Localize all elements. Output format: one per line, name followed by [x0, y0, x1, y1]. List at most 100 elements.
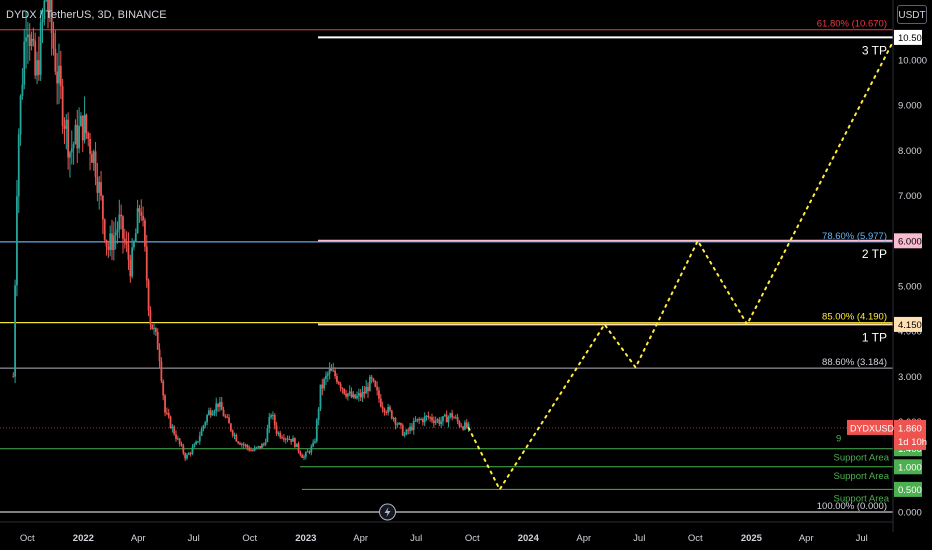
candle-body — [206, 415, 208, 423]
candle-body — [167, 412, 170, 417]
price-axis: 0.0001.0002.0003.0004.0005.0006.0007.000… — [847, 0, 932, 550]
candle-body — [453, 417, 455, 419]
price-tick-label: 5.000 — [898, 282, 922, 293]
candle-body — [427, 415, 430, 418]
candle-body — [217, 403, 219, 408]
candle-body — [239, 443, 241, 445]
candle-body — [365, 386, 368, 394]
candle-body — [370, 376, 373, 379]
candle-body — [63, 125, 66, 129]
time-tick-label: Jul — [410, 533, 422, 544]
candle-body — [48, 0, 51, 11]
candle-body — [345, 393, 347, 397]
fib-level-label: 85.00% (4.190) — [822, 312, 887, 323]
candle-body — [67, 119, 70, 158]
candle-body — [87, 133, 90, 139]
candle-body — [465, 422, 468, 428]
candle-body — [432, 420, 435, 423]
candle-body — [182, 445, 185, 454]
candle-body — [356, 395, 358, 399]
candle-body — [142, 215, 144, 221]
candle-body — [109, 233, 112, 250]
candle-body — [261, 444, 263, 448]
last-price-value: 1.860 — [898, 423, 922, 434]
candle-body — [301, 454, 304, 458]
candle-body — [326, 373, 329, 376]
candle-body — [94, 151, 97, 178]
candle-body — [122, 216, 124, 239]
price-tick-label: 10.000 — [898, 56, 927, 67]
candle-body — [275, 425, 278, 434]
candle-body — [328, 368, 331, 374]
candle-body — [69, 152, 71, 158]
candle-body — [136, 208, 139, 234]
candle-body — [368, 376, 371, 392]
candle-body — [264, 441, 267, 445]
candle-body — [277, 432, 280, 434]
candle-body — [165, 412, 168, 414]
take-profit-label: 1 TP — [862, 330, 887, 344]
time-tick-label: 2025 — [741, 533, 763, 544]
candle-body — [208, 410, 210, 416]
lightning-glyph — [384, 507, 391, 517]
candle-body — [396, 424, 399, 426]
candle-body — [173, 426, 176, 435]
candle-body — [434, 420, 437, 423]
candle-body — [98, 182, 101, 193]
currency-unit-button[interactable]: USDT — [897, 5, 927, 24]
candle-body — [193, 444, 196, 448]
level-price-badge — [894, 316, 922, 332]
candle-body — [310, 446, 313, 453]
time-tick-label: Apr — [353, 533, 368, 544]
candle-body — [336, 376, 338, 383]
candle-body — [306, 451, 309, 453]
level-price-badge-text: 10.500 — [898, 33, 927, 44]
candle-body — [171, 426, 174, 429]
candle-body — [96, 177, 99, 193]
candle-body — [78, 125, 80, 149]
price-tick-label: 4.000 — [898, 327, 922, 338]
candle-body — [16, 196, 18, 286]
candle-body — [279, 432, 282, 438]
candle-body — [111, 233, 113, 250]
price-tick-label: 3.000 — [898, 372, 922, 383]
candle-body — [56, 71, 59, 84]
time-tick-label: Jul — [633, 533, 645, 544]
candle-body — [330, 368, 333, 371]
candle-body — [147, 280, 150, 311]
candle-body — [89, 138, 91, 154]
candle-body — [394, 418, 397, 425]
candle-body — [464, 422, 466, 430]
candle-body — [299, 451, 302, 455]
candle-body — [458, 421, 461, 427]
candle-body — [151, 324, 154, 330]
candle-body — [410, 426, 413, 430]
candle-body — [253, 447, 256, 451]
take-profit-label: 3 TP — [862, 43, 887, 57]
candle-body — [52, 33, 55, 49]
candle-body — [92, 151, 95, 163]
candle-body — [28, 34, 31, 47]
candle-body — [262, 444, 265, 446]
candle-body — [43, 0, 46, 20]
candle-body — [21, 84, 24, 96]
candle-body — [250, 450, 252, 452]
candle-body — [293, 438, 296, 447]
candle-body — [169, 416, 172, 429]
candle-body — [80, 115, 82, 126]
level-price-badge — [894, 459, 922, 475]
candle-body — [14, 285, 16, 377]
candle-body — [37, 60, 40, 75]
candle-body — [244, 444, 247, 446]
candle-body — [26, 34, 29, 38]
candle-body — [242, 443, 245, 445]
level-price-badge-text: 0.500 — [898, 485, 922, 496]
time-tick-label: Oct — [242, 533, 257, 544]
candle-body — [39, 22, 42, 75]
candle-body — [81, 115, 84, 141]
candle-body — [339, 383, 342, 388]
candle-body — [383, 408, 386, 413]
candle-body — [101, 195, 104, 220]
candle-body — [118, 214, 121, 230]
